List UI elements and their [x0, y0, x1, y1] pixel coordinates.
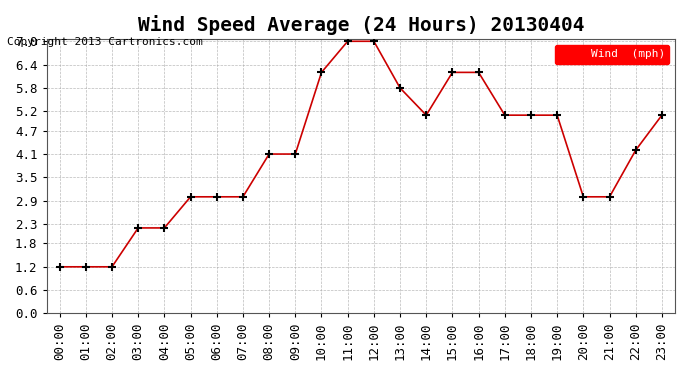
- Text: Copyright 2013 Cartronics.com: Copyright 2013 Cartronics.com: [7, 37, 203, 47]
- Legend: Wind  (mph): Wind (mph): [555, 45, 669, 64]
- Title: Wind Speed Average (24 Hours) 20130404: Wind Speed Average (24 Hours) 20130404: [137, 15, 584, 35]
